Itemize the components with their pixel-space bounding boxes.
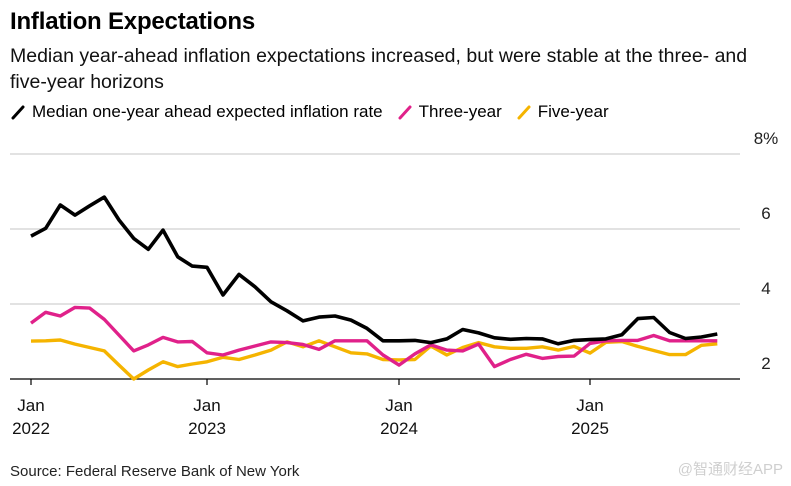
series-line-one-year [30, 195, 718, 346]
x-tick-label-year: 2024 [380, 419, 418, 438]
legend-label-three-year: Three-year [418, 102, 502, 121]
chart-title: Inflation Expectations [10, 8, 255, 35]
legend-swatch-three-year-icon [398, 105, 412, 120]
x-tick-label-month: Jan [17, 396, 44, 415]
legend-item-three-year: Three-year [397, 102, 502, 122]
legend-swatch-one-year-icon [11, 105, 25, 120]
x-tick-label-year: 2022 [12, 419, 50, 438]
y-tick-label: 2 [761, 354, 770, 373]
x-tick-label-month: Jan [385, 396, 412, 415]
x-tick-label-month: Jan [193, 396, 220, 415]
watermark: @智通财经APP [677, 461, 783, 478]
x-tick-label-month: Jan [576, 396, 603, 415]
y-tick-label: 4 [761, 279, 770, 298]
legend-label-five-year: Five-year [537, 102, 609, 121]
chart-subtitle: Median year-ahead inflation expectations… [10, 45, 748, 93]
y-tick-label: 8% [754, 129, 779, 148]
x-tick-label-year: 2023 [188, 419, 226, 438]
legend-label-one-year: Median one-year ahead expected inflation… [32, 102, 383, 121]
legend-swatch-five-year-icon [517, 105, 531, 120]
y-tick-label: 6 [761, 204, 770, 223]
legend-item-one-year: Median one-year ahead expected inflation… [10, 102, 383, 122]
x-tick-label-year: 2025 [571, 419, 609, 438]
series-line-five-year [30, 338, 718, 381]
legend-item-five-year: Five-year [516, 102, 609, 122]
source-note: Source: Federal Reserve Bank of New York [10, 463, 300, 480]
legend: Median one-year ahead expected inflation… [10, 102, 623, 122]
series-line-three-year [29, 305, 718, 369]
